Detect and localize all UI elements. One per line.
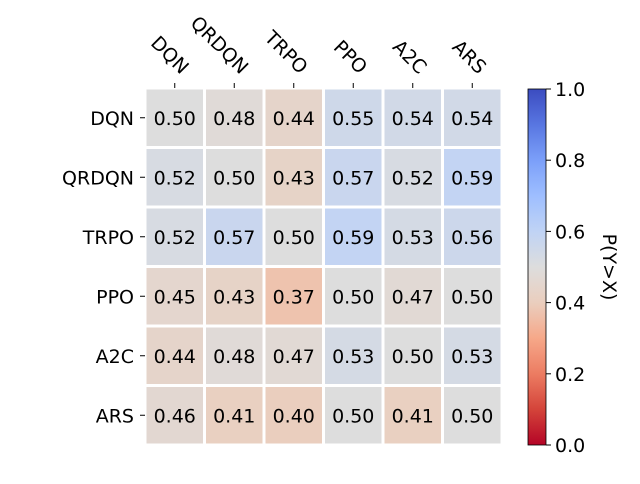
cell-value-label: 0.41 [213,405,255,427]
row-label-ars: ARS [96,405,134,427]
cell-value-label: 0.53 [392,227,434,249]
cell-value-label: 0.57 [213,227,255,249]
cell-value-label: 0.50 [332,405,374,427]
cell-value-label: 0.52 [154,167,196,189]
cell-value-label: 0.59 [332,227,374,249]
colorbar-label: P(Y>X) [598,234,620,301]
cell-qrdqn-qrdqn [203,146,266,209]
cell-value-label: 0.50 [332,286,374,308]
column-label-ars: ARS [448,36,491,79]
cell-value-label: 0.50 [451,286,493,308]
colorbar-gradient [527,88,547,446]
cell-value-label: 0.48 [213,346,255,368]
cell-value-label: 0.48 [213,108,255,130]
cell-trpo-a2c [381,205,444,268]
cell-value-label: 0.50 [451,405,493,427]
cell-value-label: 0.41 [392,405,434,427]
colorbar-tick-label: 0.4 [555,293,585,315]
cell-value-label: 0.47 [392,286,434,308]
cell-ars-a2c [381,384,444,447]
cell-a2c-a2c [381,324,444,387]
cell-value-label: 0.54 [392,108,434,130]
cell-ppo-a2c [381,265,444,328]
cell-qrdqn-ppo [322,146,385,209]
cell-ppo-dqn [143,265,206,328]
cell-value-label: 0.50 [213,167,255,189]
cell-value-label: 0.40 [273,405,315,427]
row-label-a2c: A2C [96,346,134,368]
cell-value-label: 0.52 [154,227,196,249]
cell-value-label: 0.43 [213,286,255,308]
column-label-a2c: A2C [388,36,431,79]
cell-value-label: 0.57 [332,167,374,189]
cell-value-label: 0.50 [392,346,434,368]
cell-a2c-ars [441,324,504,387]
cell-value-label: 0.47 [273,346,315,368]
cell-value-label: 0.50 [154,108,196,130]
heatmap-cells [143,86,504,447]
cell-value-label: 0.53 [332,346,374,368]
cell-value-label: 0.53 [451,346,493,368]
cell-value-label: 0.45 [154,286,196,308]
cell-value-label: 0.44 [273,108,315,130]
colorbar: 0.0 0.2 0.4 0.6 0.8 1.0 P(Y>X) [527,79,620,457]
cell-value-label: 0.50 [273,227,315,249]
colorbar-tick-label: 0.0 [555,435,585,457]
cell-value-label: 0.37 [273,286,315,308]
column-label-dqn: DQN [146,32,193,79]
cell-ars-ppo [322,384,385,447]
column-label-ppo: PPO [329,36,371,78]
cell-ars-ars [441,384,504,447]
cell-trpo-ppo [322,205,385,268]
heatmap-value-labels: 0.50 0.48 0.44 0.55 0.54 0.54 0.52 0.50 0.43 0.57… [154,108,494,428]
cell-value-label: 0.59 [451,167,493,189]
cell-value-label: 0.43 [273,167,315,189]
cell-value-label: 0.44 [154,346,196,368]
colorbar-tick-label: 0.8 [555,150,585,172]
cell-value-label: 0.54 [451,108,493,130]
row-label-qrdqn: QRDQN [62,167,134,189]
row-axis: DQN QRDQN TRPO PPO A2C ARS [62,108,145,427]
cell-ppo-qrdqn [203,265,266,328]
cell-a2c-trpo [262,324,325,387]
colorbar-tick-label: 1.0 [555,79,585,101]
colorbar-tick-label: 0.2 [555,364,585,386]
cell-value-label: 0.56 [451,227,493,249]
cell-dqn-ars [441,86,504,149]
cell-value-label: 0.52 [392,167,434,189]
cell-ppo-ars [441,265,504,328]
column-label-qrdqn: QRDQN [186,12,252,78]
row-label-trpo: TRPO [82,227,134,249]
cell-value-label: 0.55 [332,108,374,130]
cell-ars-dqn [143,384,206,447]
row-label-ppo: PPO [96,286,134,308]
row-label-dqn: DQN [90,108,134,130]
column-label-trpo: TRPO [259,26,311,78]
cell-value-label: 0.46 [154,405,196,427]
colorbar-tick-label: 0.6 [555,221,585,243]
